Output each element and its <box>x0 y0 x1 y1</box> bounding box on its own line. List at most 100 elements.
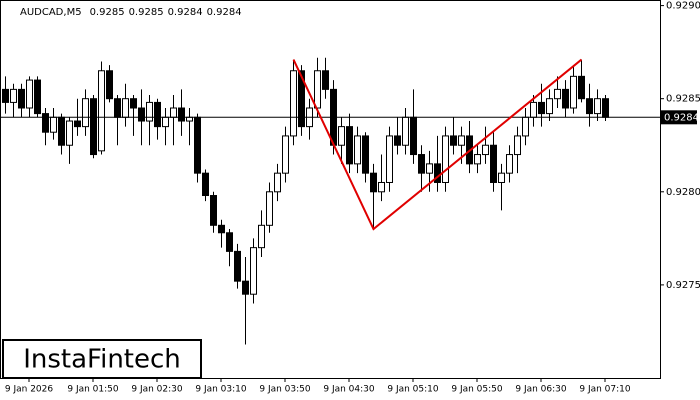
x-tick-label: 9 Jan 03:10 <box>195 385 247 395</box>
plot-frame <box>0 0 661 379</box>
candle-body <box>386 135 393 183</box>
candle-body <box>258 224 265 249</box>
candle-body <box>394 135 401 146</box>
candle-body <box>602 98 609 118</box>
candle-body <box>202 172 209 197</box>
candle-body <box>242 280 249 295</box>
candle-body <box>274 172 281 193</box>
candle-body <box>506 154 513 174</box>
candle-body <box>266 191 273 226</box>
candle-body <box>282 135 289 174</box>
last-price-label: 0.9284 <box>664 112 699 123</box>
candle-body <box>450 135 457 146</box>
candle-body <box>210 195 217 226</box>
candle-body <box>346 126 353 165</box>
candle-body <box>50 116 57 133</box>
candle-body <box>218 224 225 234</box>
candle-body <box>98 70 105 152</box>
candle-body <box>74 120 81 128</box>
candle-body <box>106 70 113 100</box>
candle-body <box>570 75 577 109</box>
x-tick-label: 9 Jan 05:50 <box>451 385 503 395</box>
candle-body <box>322 70 329 90</box>
x-tick-label: 9 Jan 07:10 <box>579 385 631 395</box>
candle-body <box>178 107 185 122</box>
x-tick-label: 9 Jan 03:50 <box>259 385 311 395</box>
candle-body <box>474 154 481 165</box>
marks <box>0 57 660 345</box>
candle-body <box>578 75 585 100</box>
logo-box <box>2 339 202 379</box>
candle-body <box>2 88 9 103</box>
y-tick-label: 0.9280 <box>666 187 700 198</box>
candle-body <box>314 70 321 109</box>
header-value: 0.9284 <box>168 7 203 18</box>
candle-body <box>226 232 233 252</box>
candle-body <box>290 70 297 137</box>
candle-body <box>402 116 409 146</box>
candle-body <box>42 113 49 133</box>
candle-body <box>530 101 537 118</box>
candle-body <box>354 135 361 165</box>
candle-body <box>122 98 129 118</box>
candle-body <box>130 98 137 109</box>
candle-body <box>66 120 73 146</box>
candle-body <box>410 116 417 156</box>
candle-body <box>90 98 97 156</box>
header-value: 0.9285 <box>129 7 164 18</box>
candle-body <box>138 107 145 122</box>
candle-body <box>82 98 89 128</box>
candle-body <box>114 98 121 118</box>
candle-body <box>338 126 345 146</box>
x-tick-label: 9 Jan 02:30 <box>131 385 183 395</box>
candle-body <box>378 181 385 193</box>
candle-body <box>18 88 25 109</box>
header-value: 0.9285 <box>90 7 125 18</box>
x-tick-label: 9 Jan 05:10 <box>387 385 439 395</box>
candle-body <box>250 247 257 295</box>
candle-body <box>146 101 153 122</box>
candle-body <box>586 98 593 115</box>
x-tick-label: 9 Jan 06:30 <box>515 385 567 395</box>
candle-body <box>546 98 553 115</box>
x-tick-label: 9 Jan 04:30 <box>323 385 375 395</box>
candle-body <box>186 116 193 122</box>
candle-body <box>58 116 65 146</box>
candle-body <box>298 70 305 128</box>
candle-body <box>554 88 561 100</box>
y-tick-label: 0.9290 <box>666 1 700 12</box>
candle-body <box>418 154 425 174</box>
candle-body <box>498 172 505 183</box>
y-tick-label: 0.9285 <box>666 94 700 105</box>
candle-body <box>522 116 529 137</box>
candle-body <box>10 88 17 103</box>
candle-body <box>26 79 33 109</box>
candle-body <box>594 98 601 115</box>
candle-body <box>458 135 465 146</box>
x-tick-label: 9 Jan 01:50 <box>67 385 119 395</box>
candle-body <box>490 144 497 183</box>
candle-body <box>162 116 169 128</box>
candle-body <box>194 116 201 174</box>
candle-body <box>34 79 41 115</box>
candle-body <box>442 135 449 183</box>
candle-body <box>538 101 545 115</box>
candle-body <box>562 88 569 109</box>
candle-body <box>426 163 433 174</box>
y-tick-label: 0.9275 <box>666 280 700 291</box>
candle-body <box>154 101 161 128</box>
candle-body <box>234 250 241 282</box>
candle-body <box>362 135 369 174</box>
candle-body <box>482 144 489 156</box>
header-value: 0.9284 <box>207 7 242 18</box>
last-price-box <box>661 110 697 125</box>
chart-title: AUDCAD,M5 <box>20 7 82 18</box>
logo: InstaFintech <box>23 345 181 375</box>
x-tick-label: 9 Jan 2026 <box>5 385 53 395</box>
candle-body <box>370 172 377 193</box>
candle-body <box>514 135 521 156</box>
candle-body <box>170 107 177 118</box>
pattern-line <box>292 58 583 231</box>
